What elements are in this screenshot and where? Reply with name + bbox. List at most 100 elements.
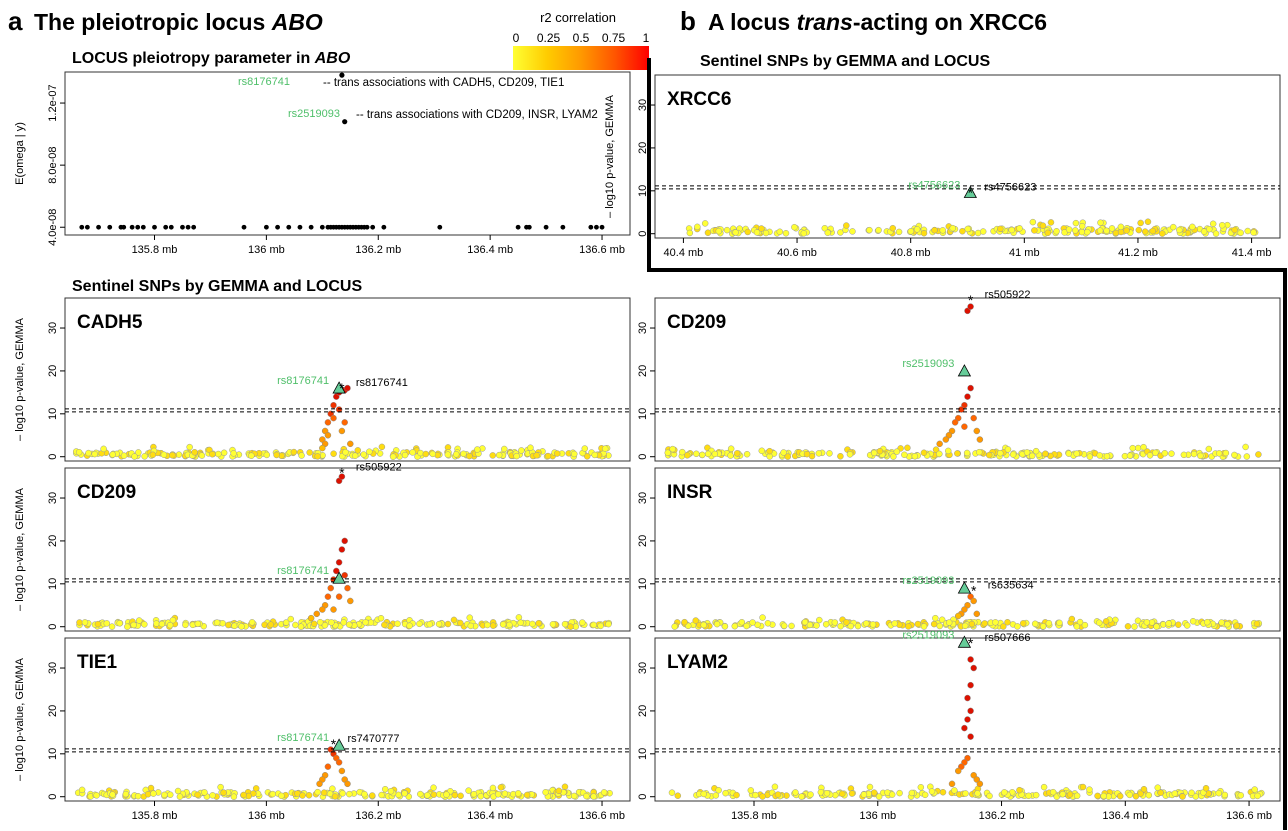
locus-sentinel-label: rs8176741	[277, 565, 329, 577]
snp-point	[93, 792, 100, 799]
y-tick-label: 20	[637, 365, 649, 377]
snp-point	[1180, 451, 1188, 459]
snp-point	[1135, 226, 1143, 234]
snp-point	[333, 567, 340, 575]
snp-point	[76, 619, 83, 626]
snp-point	[866, 226, 873, 234]
snp-point	[967, 656, 974, 663]
snp-point	[600, 789, 608, 796]
snp-point	[958, 406, 965, 413]
snp-point	[345, 621, 353, 628]
snp-point	[1116, 792, 1124, 800]
snp-point	[186, 443, 193, 451]
snp-point	[888, 791, 896, 798]
gemma-sentinel-star: *	[968, 185, 974, 201]
snp-point	[167, 791, 174, 798]
snp-point	[776, 228, 784, 236]
snp-point	[191, 449, 198, 456]
gene-label: TIE1	[77, 652, 118, 673]
snp-point	[839, 790, 846, 798]
panel-b-title: A locus trans-acting on XRCC6	[708, 9, 1047, 35]
snp-point	[1079, 783, 1087, 791]
snp-point	[723, 226, 731, 234]
snp-point	[527, 444, 534, 451]
snp-point	[467, 622, 474, 630]
snp-point	[1242, 443, 1249, 451]
snp-point	[938, 616, 946, 623]
snp-point	[338, 546, 346, 553]
snp-point	[417, 449, 424, 457]
snp-point	[150, 790, 157, 797]
snp-point	[330, 414, 337, 422]
snp-point	[784, 453, 792, 460]
snp-point	[489, 452, 496, 459]
snp-point	[465, 787, 472, 794]
colorbar-gradient	[513, 46, 649, 70]
x-tick-label: 135.8 mb	[132, 810, 178, 822]
snp-point	[847, 622, 855, 630]
annot-rs2519093-label: rs2519093	[288, 108, 340, 120]
snp-point	[1025, 792, 1032, 800]
snp-point	[1124, 623, 1132, 630]
snp-point	[377, 614, 385, 622]
gemma-sentinel-label: rs505922	[985, 289, 1031, 301]
snp-point	[699, 451, 706, 459]
snp-point	[331, 793, 339, 800]
snp-point	[1251, 786, 1258, 793]
pleiotropy-point	[140, 224, 146, 230]
snp-point	[1073, 792, 1081, 800]
snp-point	[378, 791, 385, 799]
snp-point	[426, 621, 433, 628]
y-tick-label: 10	[47, 748, 59, 760]
snp-point	[1171, 790, 1179, 797]
snp-point	[444, 620, 452, 628]
snp-point	[406, 622, 413, 630]
snp-point	[866, 783, 874, 791]
snp-point	[267, 621, 275, 628]
sentinel-title-b: Sentinel SNPs by GEMMA and LOCUS	[700, 53, 990, 70]
snp-point	[727, 445, 735, 452]
snp-point	[1097, 219, 1104, 226]
snp-point	[561, 783, 569, 791]
snp-point	[822, 621, 830, 628]
snp-point	[161, 791, 168, 799]
snp-point	[314, 788, 321, 796]
snp-point	[160, 451, 168, 458]
pleiotropy-point	[163, 224, 169, 230]
snp-point	[501, 445, 508, 453]
snp-point	[1086, 786, 1093, 793]
snp-point	[166, 621, 174, 629]
snp-point	[130, 621, 137, 629]
snp-point	[813, 622, 820, 629]
snp-point	[816, 616, 823, 624]
snp-point	[344, 780, 351, 788]
snp-point	[1040, 783, 1048, 791]
snp-point	[849, 228, 856, 235]
snp-point	[351, 452, 359, 459]
snp-point	[759, 793, 766, 800]
snp-point	[893, 448, 901, 455]
snp-point	[1253, 620, 1261, 628]
snp-point	[1108, 225, 1116, 232]
snp-point	[176, 793, 184, 800]
snp-point	[1094, 792, 1101, 800]
snp-point	[801, 618, 809, 626]
plot-frame	[64, 71, 631, 236]
snp-point	[780, 622, 788, 630]
pleiotropy-point	[594, 224, 599, 230]
snp-point	[1143, 619, 1151, 626]
snp-point	[324, 593, 332, 600]
snp-point	[732, 229, 739, 236]
y-tick-label: 20	[637, 142, 649, 154]
snp-point	[979, 228, 987, 235]
snp-point	[215, 450, 222, 458]
snp-point	[1004, 619, 1011, 626]
snp-point	[1029, 218, 1037, 226]
snp-point	[85, 449, 92, 457]
snp-point	[1243, 453, 1251, 460]
snp-point	[1081, 621, 1089, 629]
y-tick-label: 8.0e-08	[47, 146, 59, 183]
snp-point	[1008, 226, 1015, 234]
snp-point	[712, 792, 720, 799]
snp-point	[1141, 228, 1149, 235]
